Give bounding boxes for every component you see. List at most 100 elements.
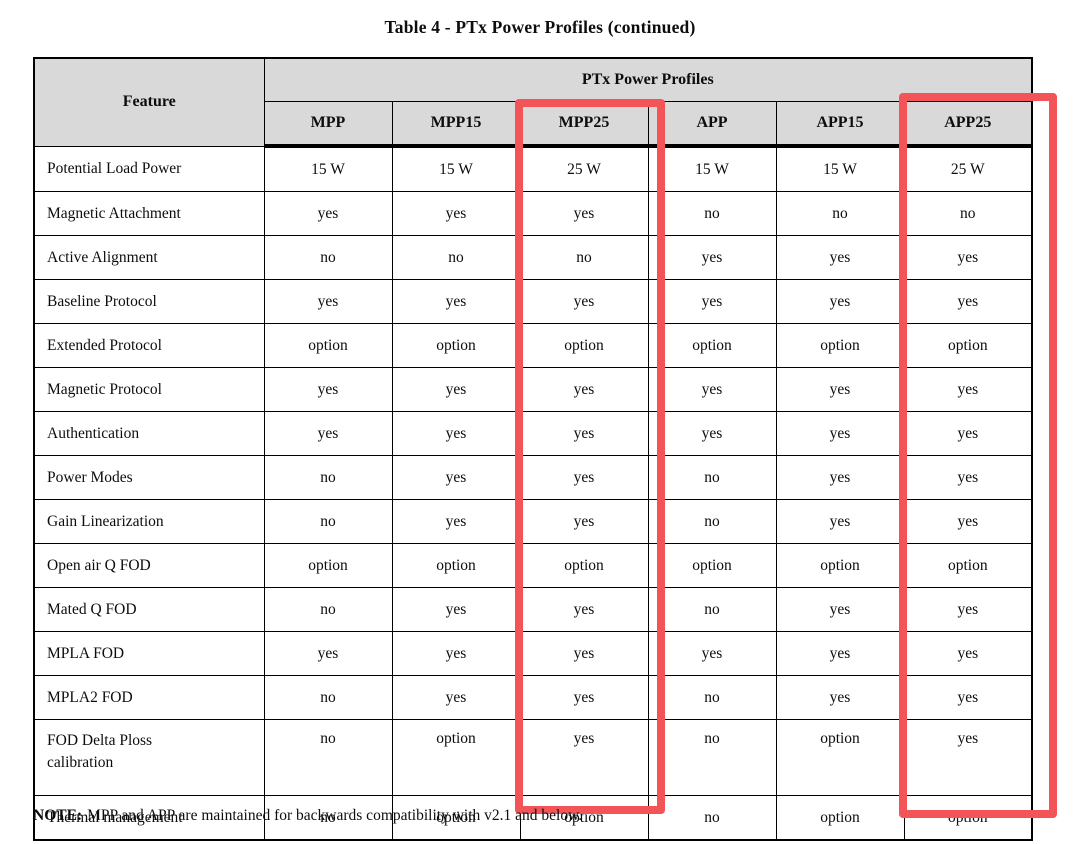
- feature-label: Active Alignment: [47, 248, 158, 266]
- value-cell-app25: option: [903, 795, 1033, 841]
- column-header-row: MPP MPP15 MPP25 APP APP15 APP25: [34, 101, 1033, 148]
- value-cell-mpp15: yes: [391, 499, 521, 544]
- value-cell-app25: yes: [903, 279, 1033, 324]
- value-cell-app: yes: [647, 411, 777, 456]
- table-row: Authentication yes yes yes yes yes yes: [33, 411, 1033, 456]
- value-cell-app25: yes: [903, 631, 1033, 676]
- value-cell-mpp25: 25 W: [519, 145, 649, 192]
- value-cell-app15: yes: [775, 455, 905, 500]
- group-header: PTx Power Profiles: [263, 57, 1033, 102]
- feature-label: FOD Delta Ploss calibration: [47, 732, 153, 772]
- value-cell-mpp25: yes: [519, 411, 649, 456]
- value-cell-app15: option: [775, 795, 905, 841]
- feature-cell: Baseline Protocol: [33, 279, 265, 324]
- feature-cell: Thermal management: [33, 795, 265, 841]
- note-text: MPP and APP are maintained for backwards…: [87, 807, 583, 824]
- value-cell-app25: yes: [903, 587, 1033, 632]
- group-header-row: Feature PTx Power Profiles: [33, 57, 1033, 147]
- feature-cell: Potential Load Power: [33, 145, 265, 192]
- value-cell-app15: option: [775, 719, 905, 796]
- feature-label: MPLA2 FOD: [47, 688, 133, 706]
- feature-label: Power Modes: [47, 468, 133, 486]
- feature-label: Magnetic Protocol: [47, 380, 162, 398]
- value-cell-app15: 15 W: [775, 145, 905, 192]
- value-cell-mpp15: yes: [391, 631, 521, 676]
- value-cell-app15: yes: [775, 279, 905, 324]
- table-row: MPLA FOD yes yes yes yes yes yes: [33, 631, 1033, 676]
- feature-label: Gain Linearization: [47, 512, 164, 530]
- value-cell-app: no: [647, 719, 777, 796]
- value-cell-mpp: no: [263, 587, 393, 632]
- feature-label: Mated Q FOD: [47, 600, 137, 618]
- value-cell-mpp25: yes: [519, 719, 649, 796]
- table-row: MPLA2 FOD no yes yes no yes yes: [33, 675, 1033, 720]
- value-cell-app: no: [647, 587, 777, 632]
- value-cell-app15: option: [775, 543, 905, 588]
- feature-label: Potential Load Power: [47, 159, 182, 177]
- value-cell-mpp15: yes: [391, 411, 521, 456]
- value-cell-mpp25: option: [519, 323, 649, 368]
- table-row: Gain Linearization no yes yes no yes yes: [33, 499, 1033, 544]
- value-cell-mpp15: yes: [391, 279, 521, 324]
- value-cell-mpp25: yes: [519, 675, 649, 720]
- value-cell-app25: yes: [903, 499, 1033, 544]
- value-cell-app: yes: [647, 279, 777, 324]
- value-cell-app25: yes: [903, 235, 1033, 280]
- table-wrap: Feature PTx Power Profiles MPP MPP15 MPP25…: [33, 57, 1034, 841]
- value-cell-mpp: option: [263, 323, 393, 368]
- table-row: Baseline Protocol yes yes yes yes yes yes: [33, 279, 1033, 324]
- value-cell-mpp: 15 W: [263, 145, 393, 192]
- value-cell-app25: yes: [903, 719, 1033, 796]
- value-cell-app15: yes: [775, 631, 905, 676]
- value-cell-app: no: [647, 795, 777, 841]
- value-cell-app25: yes: [903, 367, 1033, 412]
- value-cell-app15: yes: [775, 367, 905, 412]
- table-row: Open air Q FOD option option option option op…: [33, 543, 1033, 588]
- feature-label: Authentication: [47, 424, 140, 442]
- feature-cell: Gain Linearization: [33, 499, 265, 544]
- value-cell-mpp: no: [263, 719, 393, 796]
- value-cell-app: yes: [647, 367, 777, 412]
- feature-label: Baseline Protocol: [47, 292, 157, 310]
- table-row: Mated Q FOD no yes yes no yes yes: [33, 587, 1033, 632]
- value-cell-mpp25: option: [519, 795, 649, 841]
- value-cell-mpp25: yes: [519, 631, 649, 676]
- value-cell-mpp15: no: [391, 235, 521, 280]
- value-cell-app25: yes: [903, 675, 1033, 720]
- feature-cell: MPLA FOD: [33, 631, 265, 676]
- value-cell-mpp15: yes: [391, 455, 521, 500]
- value-cell-app25: no: [903, 191, 1033, 236]
- column-header-app: APP: [647, 101, 777, 148]
- value-cell-app: option: [647, 323, 777, 368]
- feature-label: Open air Q FOD: [47, 556, 151, 574]
- table-row: FOD Delta Ploss calibration no option yes no…: [33, 719, 1033, 796]
- value-cell-app25: yes: [903, 455, 1033, 500]
- value-cell-mpp: yes: [263, 631, 393, 676]
- value-cell-app25: 25 W: [903, 145, 1033, 192]
- value-cell-mpp15: 15 W: [391, 145, 521, 192]
- value-cell-mpp: yes: [263, 411, 393, 456]
- note: NOTE: MPP and APP are maintained for back…: [33, 807, 582, 825]
- value-cell-mpp15: option: [391, 795, 521, 841]
- feature-cell: Mated Q FOD: [33, 587, 265, 632]
- table-row: Potential Load Power 15 W 15 W 25 W 15 W 15 W…: [33, 145, 1033, 192]
- value-cell-app15: yes: [775, 235, 905, 280]
- ptx-power-profiles-table: Feature PTx Power Profiles MPP MPP15 MPP25…: [33, 57, 1034, 841]
- value-cell-mpp: no: [263, 235, 393, 280]
- feature-cell: Extended Protocol: [33, 323, 265, 368]
- column-header-mpp25: MPP25: [519, 101, 649, 148]
- value-cell-app25: yes: [903, 411, 1033, 456]
- value-cell-mpp: option: [263, 543, 393, 588]
- value-cell-app15: no: [775, 191, 905, 236]
- value-cell-mpp: yes: [263, 191, 393, 236]
- column-header-mpp15: MPP15: [391, 101, 521, 148]
- value-cell-mpp25: yes: [519, 191, 649, 236]
- value-cell-mpp15: option: [391, 543, 521, 588]
- value-cell-mpp15: yes: [391, 675, 521, 720]
- value-cell-mpp: yes: [263, 367, 393, 412]
- column-header-app25: APP25: [903, 101, 1033, 148]
- feature-cell: FOD Delta Ploss calibration: [33, 719, 265, 796]
- value-cell-mpp: no: [263, 675, 393, 720]
- value-cell-mpp15: yes: [391, 191, 521, 236]
